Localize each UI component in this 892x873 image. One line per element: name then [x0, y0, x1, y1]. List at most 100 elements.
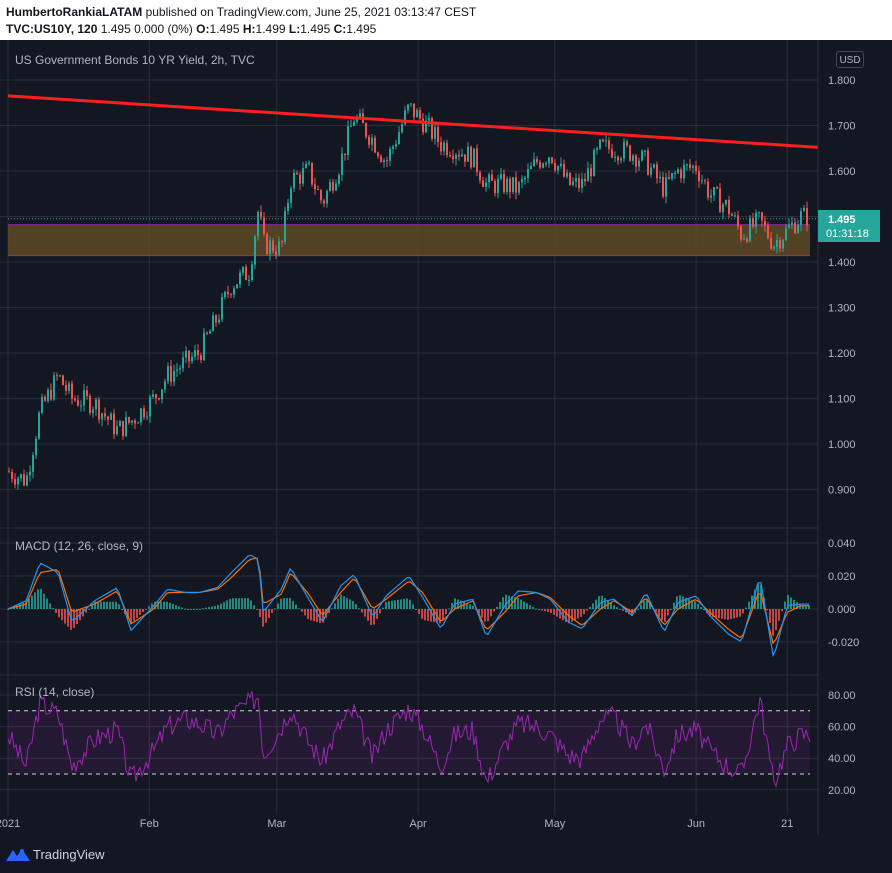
macd-histogram-bar	[337, 598, 339, 609]
macd-histogram-bar	[334, 603, 336, 609]
candle-body	[212, 315, 214, 332]
macd-histogram-bar	[49, 603, 51, 609]
macd-histogram-bar	[742, 609, 744, 614]
macd-series	[7, 554, 810, 658]
candle-body	[257, 211, 259, 237]
macd-histogram-bar	[604, 598, 606, 609]
macd-histogram-bar	[673, 602, 675, 609]
brand-name[interactable]: TradingView	[33, 847, 105, 862]
candle-body	[446, 142, 448, 156]
macd-histogram-bar	[169, 602, 171, 609]
candle-body	[194, 350, 196, 357]
macd-histogram-bar	[397, 599, 399, 609]
tradingview-logo-icon[interactable]	[6, 847, 30, 861]
open-label: O:	[196, 22, 210, 36]
macd-histogram-bar	[703, 609, 705, 611]
macd-histogram-bar	[649, 603, 651, 609]
macd-histogram-bar	[250, 600, 252, 609]
price-tick-label: 1.000	[828, 439, 856, 451]
price-axis[interactable]: 1.8001.7001.6001.5001.4001.3001.2001.100…	[828, 75, 859, 797]
support-zone	[8, 218, 818, 257]
macd-histogram-bar	[274, 608, 276, 610]
macd-histogram-bar	[640, 604, 642, 609]
candle-body	[206, 332, 208, 334]
candle-body	[143, 408, 145, 418]
candle-body	[278, 241, 280, 255]
macd-histogram-bar	[427, 609, 429, 621]
candle-body	[191, 356, 193, 362]
macd-histogram-bar	[190, 609, 192, 610]
time-tick-label: Apr	[410, 818, 427, 830]
candle-body	[548, 157, 550, 164]
candle-body	[443, 142, 445, 152]
time-axis[interactable]: 2021 Feb Mar Apr May Jun 21	[0, 818, 793, 830]
candle-body	[674, 172, 676, 174]
candle-body	[290, 188, 292, 203]
macd-histogram-bar	[109, 601, 111, 609]
candle-body	[473, 148, 475, 168]
macd-histogram-bar	[667, 609, 669, 616]
macd-histogram-bar	[406, 598, 408, 609]
price-tick-label: 1.200	[828, 348, 856, 360]
author-name[interactable]: HumbertoRankiaLATAM	[6, 5, 143, 19]
candle-body	[113, 413, 115, 435]
macd-histogram-bar	[304, 609, 306, 616]
candle-body	[341, 153, 343, 175]
candle-body	[629, 145, 631, 161]
macd-histogram-bar	[196, 609, 198, 610]
macd-histogram-bar	[661, 609, 663, 621]
macd-histogram-bar	[502, 597, 504, 609]
macd-histogram-bar	[232, 598, 234, 609]
macd-histogram-bar	[382, 607, 384, 609]
macd-histogram-bar	[7, 609, 9, 610]
macd-histogram-bar	[211, 606, 213, 609]
resistance-trendline[interactable]	[7, 94, 819, 149]
currency-button[interactable]: USD	[836, 51, 864, 68]
macd-histogram-bar	[67, 609, 69, 627]
candle-body	[560, 163, 562, 167]
candle-body	[344, 153, 346, 155]
candle-body	[182, 357, 184, 369]
macd-histogram-bar	[523, 601, 525, 609]
macd-histogram-bar	[628, 609, 630, 615]
candle-body	[209, 331, 211, 334]
rsi-tick-label: 20.00	[828, 785, 856, 797]
candle-body	[791, 222, 793, 226]
candle-body	[761, 212, 763, 221]
macd-line	[7, 554, 809, 658]
candle-body	[509, 178, 511, 193]
candle-body	[29, 471, 31, 476]
candle-body	[647, 150, 649, 175]
candle-body	[599, 139, 601, 149]
macd-histogram-bar	[91, 605, 93, 609]
signal-line	[7, 557, 809, 645]
candle-body	[236, 284, 238, 289]
macd-histogram-bar	[682, 596, 684, 609]
candle-body	[368, 136, 370, 145]
candle-body	[584, 178, 586, 182]
candle-body	[281, 241, 283, 243]
macd-histogram-bar	[550, 609, 552, 614]
candle-body	[233, 288, 235, 295]
macd-histogram-bar	[361, 609, 363, 613]
macd-histogram-bar	[724, 609, 726, 620]
chart-area[interactable]: 1.8001.7001.6001.5001.4001.3001.2001.100…	[0, 40, 892, 835]
candle-body	[155, 394, 157, 399]
macd-histogram-bar	[526, 603, 528, 609]
chart-svg[interactable]: 1.8001.7001.6001.5001.4001.3001.2001.100…	[0, 40, 892, 835]
candle-body	[101, 413, 103, 420]
macd-histogram-bar	[19, 604, 21, 609]
candle-body	[164, 381, 166, 390]
macd-histogram-bar	[238, 598, 240, 609]
macd-histogram-bar	[424, 609, 426, 621]
macd-histogram-bar	[421, 609, 423, 619]
candle-body	[503, 173, 505, 193]
candle-body	[734, 215, 736, 217]
macd-histogram-bar	[271, 609, 273, 614]
macd-histogram-bar	[487, 609, 489, 622]
candle-body	[413, 103, 415, 118]
candle-body	[653, 164, 655, 168]
macd-histogram-bar	[448, 608, 450, 610]
candle-body	[266, 233, 268, 255]
macd-histogram-bar	[208, 607, 210, 609]
